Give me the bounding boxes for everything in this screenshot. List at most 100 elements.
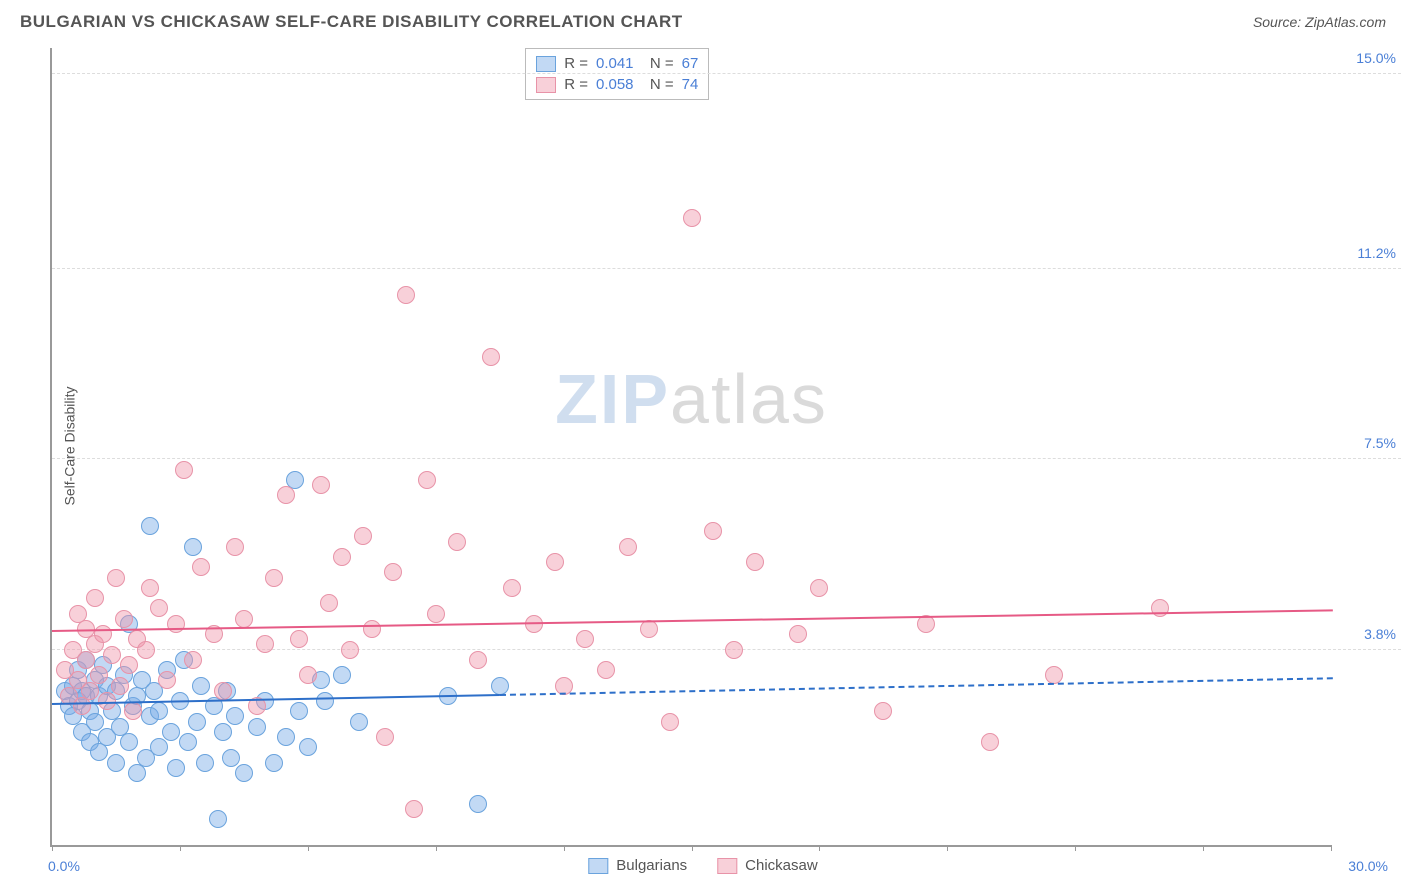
x-tick — [436, 845, 437, 851]
stats-n-value: 67 — [682, 55, 699, 72]
x-tick — [564, 845, 565, 851]
scatter-point — [256, 635, 274, 653]
scatter-point — [384, 563, 402, 581]
scatter-point — [184, 538, 202, 556]
scatter-point — [265, 754, 283, 772]
scatter-point — [546, 553, 564, 571]
scatter-point — [107, 569, 125, 587]
scatter-point — [137, 641, 155, 659]
scatter-point — [350, 713, 368, 731]
chart-source: Source: ZipAtlas.com — [1253, 14, 1386, 30]
scatter-point — [128, 764, 146, 782]
scatter-point — [277, 486, 295, 504]
scatter-point — [111, 677, 129, 695]
scatter-point — [179, 733, 197, 751]
scatter-point — [427, 605, 445, 623]
watermark-atlas: atlas — [670, 360, 828, 438]
scatter-point — [320, 594, 338, 612]
x-tick — [1331, 845, 1332, 851]
gridline — [52, 458, 1401, 459]
scatter-point — [141, 517, 159, 535]
stats-n-value: 74 — [682, 76, 699, 93]
regression-line-dashed — [500, 677, 1333, 696]
gridline — [52, 268, 1401, 269]
scatter-point — [167, 759, 185, 777]
scatter-point — [503, 579, 521, 597]
scatter-point — [376, 728, 394, 746]
scatter-point — [209, 810, 227, 828]
scatter-point — [184, 651, 202, 669]
scatter-point — [188, 713, 206, 731]
x-tick — [180, 845, 181, 851]
scatter-point — [469, 651, 487, 669]
x-axis-min-label: 0.0% — [48, 858, 80, 874]
bottom-legend: Bulgarians Chickasaw — [588, 857, 817, 874]
x-tick — [819, 845, 820, 851]
legend-swatch — [536, 77, 556, 93]
scatter-point — [265, 569, 283, 587]
scatter-point — [167, 615, 185, 633]
scatter-point — [94, 625, 112, 643]
scatter-point — [469, 795, 487, 813]
scatter-point — [482, 348, 500, 366]
scatter-point — [619, 538, 637, 556]
scatter-point — [103, 646, 121, 664]
scatter-point — [491, 677, 509, 695]
scatter-point — [86, 713, 104, 731]
scatter-point — [192, 558, 210, 576]
scatter-point — [90, 743, 108, 761]
scatter-point — [597, 661, 615, 679]
scatter-point — [299, 666, 317, 684]
scatter-point — [397, 286, 415, 304]
stats-n-label: N = — [642, 55, 674, 72]
scatter-point — [226, 707, 244, 725]
legend-label: Chickasaw — [745, 857, 818, 874]
scatter-point — [316, 692, 334, 710]
scatter-point — [290, 630, 308, 648]
scatter-point — [235, 610, 253, 628]
scatter-point — [86, 589, 104, 607]
scatter-point — [312, 476, 330, 494]
scatter-point — [1151, 599, 1169, 617]
scatter-point — [192, 677, 210, 695]
scatter-point — [810, 579, 828, 597]
scatter-point — [704, 522, 722, 540]
scatter-point — [576, 630, 594, 648]
scatter-point — [640, 620, 658, 638]
chart-header: BULGARIAN VS CHICKASAW SELF-CARE DISABIL… — [0, 0, 1406, 40]
scatter-point — [277, 728, 295, 746]
scatter-point — [981, 733, 999, 751]
scatter-point — [235, 764, 253, 782]
scatter-point — [363, 620, 381, 638]
scatter-point — [290, 702, 308, 720]
gridline — [52, 73, 1401, 74]
y-tick-label: 3.8% — [1364, 626, 1396, 642]
scatter-point — [448, 533, 466, 551]
scatter-point — [248, 718, 266, 736]
x-tick — [692, 845, 693, 851]
scatter-point — [333, 666, 351, 684]
scatter-point — [120, 656, 138, 674]
legend-swatch — [717, 858, 737, 874]
watermark: ZIPatlas — [555, 359, 828, 439]
x-axis-max-label: 30.0% — [1348, 858, 1388, 874]
scatter-point — [115, 610, 133, 628]
scatter-point — [81, 682, 99, 700]
scatter-point — [683, 209, 701, 227]
legend-label: Bulgarians — [616, 857, 687, 874]
scatter-point — [90, 666, 108, 684]
scatter-point — [333, 548, 351, 566]
stats-legend-box: R =0.041 N =67R =0.058 N =74 — [525, 48, 709, 100]
scatter-point — [77, 651, 95, 669]
legend-item: Chickasaw — [717, 857, 818, 874]
scatter-point — [175, 461, 193, 479]
scatter-point — [214, 723, 232, 741]
x-tick — [52, 845, 53, 851]
scatter-point — [120, 733, 138, 751]
scatter-point — [162, 723, 180, 741]
stats-row: R =0.041 N =67 — [532, 53, 702, 74]
legend-swatch — [536, 56, 556, 72]
scatter-point — [150, 702, 168, 720]
legend-swatch — [588, 858, 608, 874]
scatter-point — [150, 738, 168, 756]
